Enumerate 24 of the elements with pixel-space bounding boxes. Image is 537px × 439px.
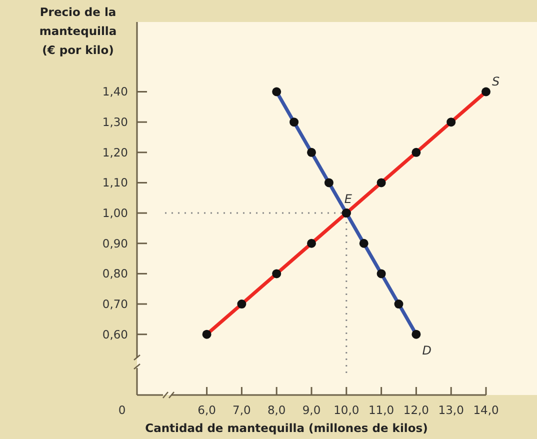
x-tick-label: 9,0 (302, 403, 321, 417)
x-tick-label: 7,0 (232, 403, 251, 417)
x-tick-label: 11,0 (368, 403, 394, 417)
y-tick-label: 1,40 (102, 84, 128, 99)
y-tick-label: 1,30 (102, 115, 128, 130)
x-tick-label: 8,0 (267, 403, 286, 417)
y-tick-label: 1,00 (102, 206, 128, 220)
series-label: S (492, 74, 500, 89)
y-tick-label: 0,60 (102, 327, 128, 342)
text: 0 (118, 403, 126, 417)
y-tick-label: 0,90 (102, 236, 128, 250)
series-label: D (422, 343, 432, 358)
y-axis-title: Precio de la mantequilla (€ por kilo) (39, 5, 117, 57)
x-axis-title: Cantidad de mantequilla (millones de kilos) (145, 421, 428, 435)
y-tick-label: 0,80 (102, 266, 128, 281)
x-tick-label: 10,0 (334, 403, 360, 417)
y-tick-label: 1,20 (102, 145, 128, 160)
x-tick-label: 13,0 (438, 403, 464, 417)
x-tick-label: 14,0 (473, 403, 499, 417)
y-tick-label: 0,70 (102, 297, 128, 312)
y-tick-label: 1,10 (102, 176, 128, 190)
annotation: E (344, 192, 352, 206)
x-tick-label: 6,0 (198, 403, 216, 417)
x-tick-label: 12,0 (403, 403, 430, 417)
